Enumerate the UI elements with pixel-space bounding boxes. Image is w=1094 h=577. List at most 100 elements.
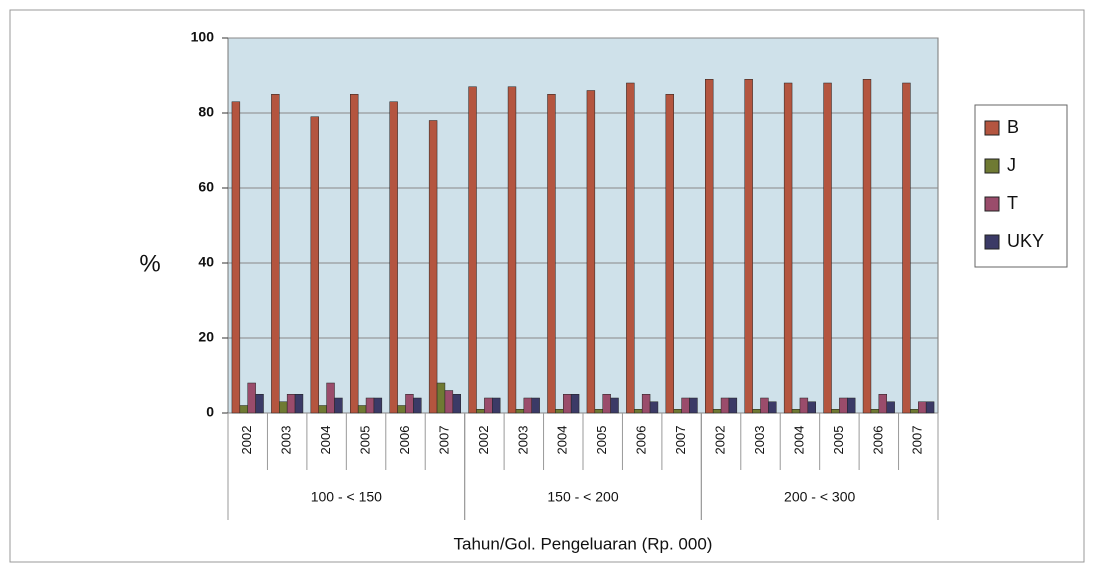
legend-swatch [984, 196, 1000, 212]
bar [413, 397, 422, 414]
bar [397, 405, 406, 414]
bar [547, 94, 556, 414]
bar [602, 394, 611, 414]
bar [405, 394, 414, 414]
bar [886, 401, 895, 414]
y-tick-label: 100 [191, 29, 215, 45]
x-tick-label: 2005 [357, 426, 372, 455]
bar [310, 116, 319, 414]
group-label: 150 - < 200 [547, 489, 618, 505]
bar [350, 94, 359, 414]
bar [279, 401, 288, 414]
bar [594, 409, 603, 414]
y-tick-label: 0 [206, 404, 214, 420]
x-tick-label: 2004 [555, 426, 570, 455]
bar [492, 397, 501, 414]
bar [626, 82, 635, 414]
bar [807, 401, 816, 414]
bar [428, 120, 438, 414]
bar [712, 409, 722, 414]
bar [673, 409, 682, 414]
x-tick-label: 2006 [870, 426, 885, 455]
bar [649, 401, 659, 414]
plot-area [227, 37, 939, 414]
bar [634, 409, 643, 414]
bar [768, 401, 777, 414]
bar [847, 397, 856, 414]
x-axis-label: Tahun/Gol. Pengeluaran (Rp. 000) [454, 534, 713, 553]
bar [255, 394, 264, 414]
bar [515, 409, 525, 414]
bar [902, 82, 911, 414]
bar [681, 397, 690, 414]
x-tick-label: 2002 [239, 426, 254, 455]
bar [799, 397, 809, 414]
y-tick-label: 80 [198, 104, 214, 120]
legend-swatch [984, 234, 1000, 250]
bar [476, 409, 485, 414]
legend-label: B [1007, 117, 1019, 137]
legend-label: UKY [1007, 231, 1044, 251]
bar [452, 394, 461, 414]
group-label: 100 - < 150 [311, 489, 382, 505]
bar [436, 382, 446, 414]
legend-label: J [1007, 155, 1016, 175]
bar [760, 397, 769, 414]
x-tick-label: 2004 [318, 426, 333, 455]
bar [294, 394, 304, 414]
bar [468, 86, 477, 414]
bar [610, 397, 619, 414]
legend-swatch [984, 120, 1000, 136]
bar [365, 397, 375, 414]
bar [720, 397, 730, 414]
bar [705, 79, 714, 414]
bar [484, 397, 493, 414]
y-tick-label: 60 [198, 179, 214, 195]
x-tick-label: 2003 [752, 426, 767, 455]
x-tick-label: 2002 [476, 426, 491, 455]
bar [862, 79, 872, 414]
bar [357, 405, 367, 414]
bar [286, 394, 296, 414]
bar [507, 86, 517, 414]
bar [870, 409, 880, 414]
bar [791, 409, 801, 414]
bar [910, 409, 919, 414]
x-tick-label: 2007 [910, 426, 925, 455]
bar [247, 382, 256, 414]
bar [389, 101, 398, 414]
x-tick-label: 2003 [279, 426, 294, 455]
bar [689, 397, 698, 414]
bar [239, 405, 248, 414]
bar [783, 82, 793, 414]
x-tick-label: 2006 [397, 426, 412, 455]
bar [752, 409, 761, 414]
x-tick-label: 2006 [634, 426, 649, 455]
bar [555, 409, 564, 414]
x-tick-label: 2005 [594, 426, 609, 455]
group-label: 200 - < 300 [784, 489, 855, 505]
x-tick-label: 2003 [515, 426, 530, 455]
bar [744, 79, 753, 414]
legend-label: T [1007, 193, 1018, 213]
bar [373, 397, 383, 414]
y-axis-label: % [139, 250, 160, 277]
bar [334, 397, 343, 414]
bar [231, 101, 241, 414]
bar [523, 397, 532, 414]
bar [271, 94, 280, 414]
x-tick-label: 2005 [831, 426, 846, 455]
x-tick-label: 2002 [712, 426, 727, 455]
bar [444, 390, 454, 414]
bar [823, 82, 832, 414]
x-tick-label: 2007 [436, 426, 451, 455]
bar [586, 90, 596, 414]
bar [641, 394, 651, 414]
bar [326, 382, 335, 414]
bar [318, 405, 327, 414]
bar [563, 394, 572, 414]
bar [918, 401, 927, 414]
legend-swatch [984, 158, 1000, 174]
bar [570, 394, 580, 414]
